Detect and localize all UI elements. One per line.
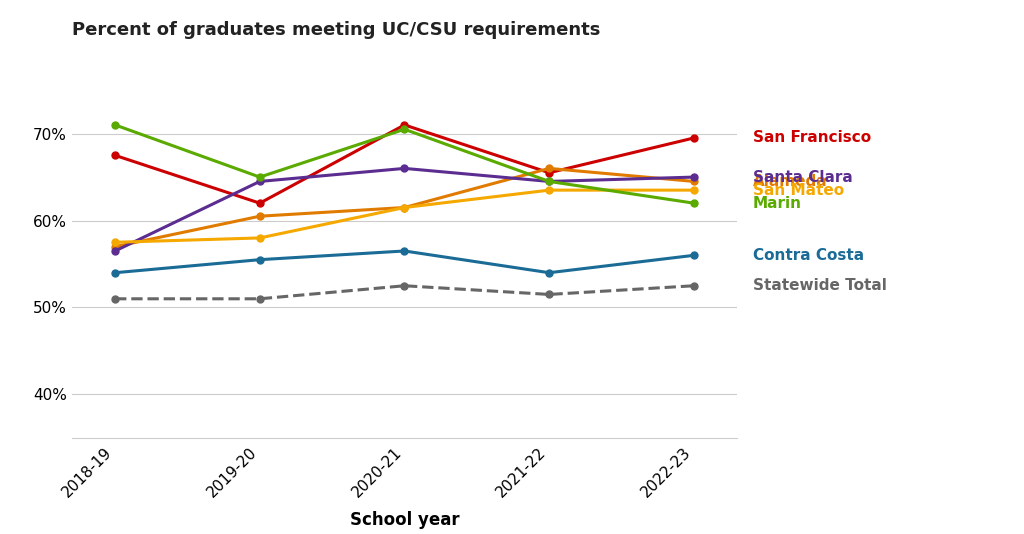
San Francisco — [109, 152, 121, 159]
Text: Contra Costa: Contra Costa — [753, 248, 864, 263]
San Mateo — [109, 239, 121, 246]
San Mateo — [543, 187, 555, 193]
Alameda — [398, 205, 411, 211]
Statewide Total — [398, 282, 411, 289]
Marin — [398, 126, 411, 132]
San Mateo — [254, 235, 266, 241]
Marin — [254, 174, 266, 180]
Statewide Total — [109, 296, 121, 302]
Text: San Mateo: San Mateo — [753, 183, 844, 198]
Alameda — [688, 178, 700, 185]
Text: Santa Clara: Santa Clara — [753, 170, 852, 185]
Text: San Francisco: San Francisco — [753, 130, 870, 145]
Line: Statewide Total: Statewide Total — [112, 282, 697, 302]
Santa Clara — [543, 178, 555, 185]
Marin — [688, 200, 700, 206]
San Francisco — [398, 122, 411, 128]
Santa Clara — [254, 178, 266, 185]
Statewide Total — [254, 296, 266, 302]
Contra Costa — [543, 270, 555, 276]
Contra Costa — [109, 270, 121, 276]
Line: Alameda: Alameda — [112, 165, 697, 250]
San Mateo — [688, 187, 700, 193]
Statewide Total — [688, 282, 700, 289]
Line: San Mateo: San Mateo — [112, 187, 697, 246]
Text: Alameda: Alameda — [753, 174, 827, 189]
Marin — [109, 122, 121, 128]
Contra Costa — [398, 248, 411, 254]
Alameda — [543, 165, 555, 171]
San Francisco — [688, 135, 700, 141]
San Mateo — [398, 205, 411, 211]
Line: San Francisco: San Francisco — [112, 121, 697, 207]
Statewide Total — [543, 291, 555, 297]
Line: Contra Costa: Contra Costa — [112, 247, 697, 276]
Santa Clara — [688, 174, 700, 180]
X-axis label: School year: School year — [349, 512, 460, 529]
Text: Percent of graduates meeting UC/CSU requirements: Percent of graduates meeting UC/CSU requ… — [72, 21, 600, 40]
Text: Marin: Marin — [753, 195, 802, 211]
San Francisco — [543, 169, 555, 176]
Alameda — [254, 213, 266, 219]
Contra Costa — [254, 256, 266, 263]
Line: Marin: Marin — [112, 121, 697, 207]
Santa Clara — [109, 248, 121, 254]
Line: Santa Clara: Santa Clara — [112, 165, 697, 255]
San Francisco — [254, 200, 266, 206]
Text: Statewide Total: Statewide Total — [753, 278, 887, 293]
Marin — [543, 178, 555, 185]
Contra Costa — [688, 252, 700, 258]
Alameda — [109, 244, 121, 250]
Santa Clara — [398, 165, 411, 171]
